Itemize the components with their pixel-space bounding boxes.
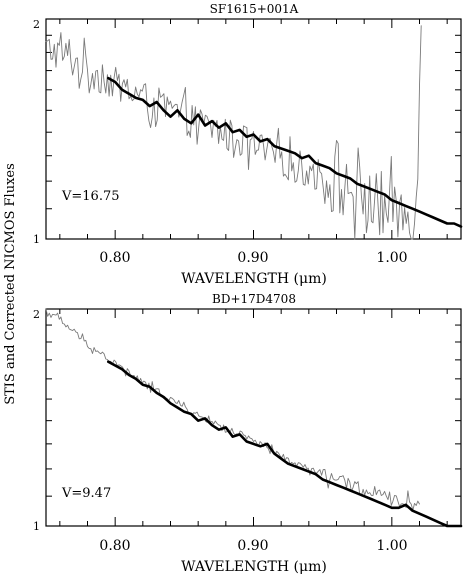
panel-top-series (45, 25, 463, 240)
top-series-thin-gray (45, 25, 422, 240)
panel-top-tick-y-top: 2 (33, 18, 40, 31)
panel-top-tick-y-bottom: 1 (33, 233, 40, 246)
panel-bottom-tick-x-090: 0.90 (237, 538, 268, 554)
panel-bottom-series (45, 308, 463, 528)
panel-bottom-annotation: V=9.47 (61, 486, 111, 501)
panel-top-tick-x-100: 1.00 (376, 250, 407, 266)
panel-bottom-tick-y-bottom: 1 (33, 520, 40, 533)
panel-bottom: BD+17D4708 2 1 0.80 0.90 1.00 WAVELENGTH… (33, 292, 463, 575)
panel-bottom-tick-y-top: 2 (33, 308, 40, 321)
bottom-series-thin-gray (45, 308, 420, 511)
panel-top-ticks (46, 19, 461, 239)
panel-bottom-ticks (46, 309, 461, 526)
bottom-series-thick-black (107, 360, 463, 528)
panel-top-xlabel: WAVELENGTH (μm) (181, 271, 327, 287)
shared-y-label: STIS and Corrected NICMOS Fluxes (3, 163, 18, 405)
panel-top-title: SF1615+001A (210, 2, 299, 16)
panel-top: SF1615+001A 2 1 0.80 0.90 1.00 WAVELENGT… (33, 2, 463, 287)
panel-bottom-xlabel: WAVELENGTH (μm) (181, 559, 327, 575)
panel-top-tick-x-080: 0.80 (99, 250, 130, 266)
panel-top-annotation: V=16.75 (61, 189, 120, 204)
panel-top-frame (45, 18, 462, 240)
panel-bottom-tick-x-100: 1.00 (376, 538, 407, 554)
panel-bottom-tick-x-080: 0.80 (99, 538, 130, 554)
top-series-thick-black (107, 76, 463, 228)
panel-bottom-title: BD+17D4708 (212, 292, 296, 306)
panel-top-tick-x-090: 0.90 (237, 250, 268, 266)
